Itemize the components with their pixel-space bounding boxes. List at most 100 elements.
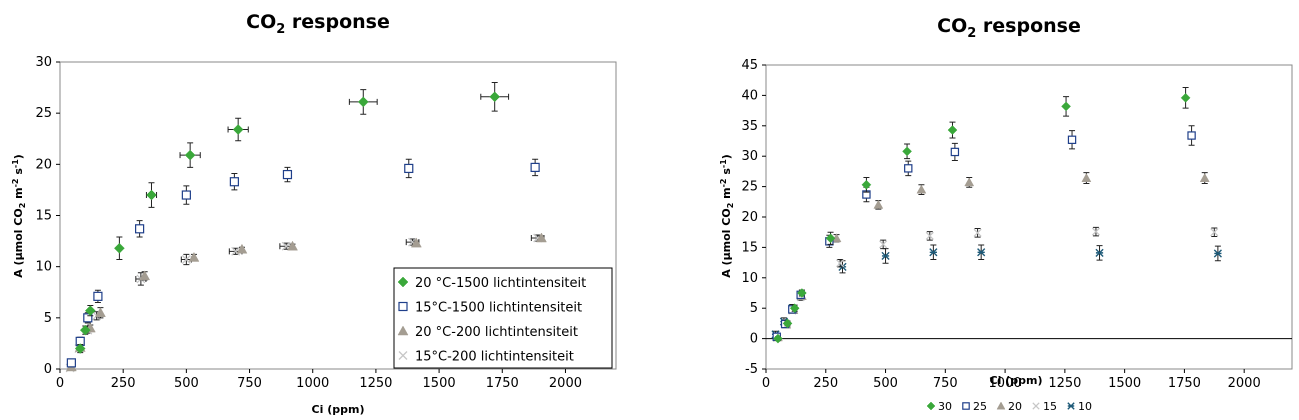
chart-left-x-tick-label: 250 [111, 376, 136, 391]
marker [489, 91, 501, 103]
chart-left-data-point [139, 270, 151, 281]
marker [357, 96, 369, 108]
legend-marker [1067, 402, 1075, 410]
legend-entry: 25 [962, 400, 987, 413]
marker [287, 240, 298, 251]
chart-left-data-point [66, 358, 76, 368]
chart-left-title: CO2 response [246, 11, 390, 37]
chart-left-data-point [480, 81, 510, 112]
marker [135, 224, 145, 234]
legend-label: 15°C-200 lichtintensiteit [415, 350, 574, 365]
chart-right-y-tick-label: 35 [741, 119, 758, 134]
chart-left-data-point [236, 243, 248, 254]
legend-marker [398, 351, 408, 360]
marker [881, 251, 890, 261]
chart-right-y-tick-label: 40 [741, 88, 758, 103]
legend-entry: 15 [1032, 400, 1057, 413]
chart-right-x-tick-label: 1000 [989, 376, 1022, 391]
chart-right-data-point [836, 259, 845, 268]
marker [916, 184, 927, 194]
chart-right-data-point [879, 239, 888, 250]
chart-left-data-point [228, 246, 243, 256]
marker [904, 164, 913, 173]
chart-right-series-0 [773, 86, 1191, 344]
marker [181, 190, 191, 200]
chart-right-y-tick-label: 25 [741, 180, 758, 195]
marker [947, 125, 958, 135]
marker [773, 333, 783, 344]
marker [232, 124, 244, 135]
chart-left-data-point [84, 305, 96, 317]
chart-left-data-point [410, 237, 422, 248]
legend-label: 20 °C-200 lichtintensiteit [415, 325, 578, 340]
chart-left-x-axis-label: Ci (ppm) [312, 403, 365, 416]
chart-right-data-point [929, 244, 938, 261]
legend-label: 20 °C-1500 lichtintensiteit [415, 276, 586, 291]
chart-right-x-tick-label: 2000 [1228, 376, 1261, 391]
marker [1067, 135, 1077, 144]
chart-left-data-point [536, 232, 547, 243]
marker [797, 288, 807, 298]
chart-left-y-axis-label: A (µmol CO2 m-2 s-1) [11, 154, 27, 278]
chart-left-series-1 [66, 158, 540, 368]
legend-marker [398, 301, 408, 312]
legend-marker [397, 325, 409, 336]
marker [184, 149, 196, 161]
marker [1081, 173, 1092, 182]
chart-right-data-point [1199, 172, 1210, 185]
marker [950, 147, 960, 157]
marker [825, 233, 836, 244]
chart-right-title: CO2 response [937, 15, 1081, 41]
chart-right-data-point [861, 176, 872, 193]
marker [231, 246, 241, 256]
chart-left-x-tick-label: 1750 [486, 376, 519, 391]
chart-left-data-point [114, 236, 125, 261]
chart-left-data-point [348, 89, 378, 115]
legend-entry: 30 [926, 400, 952, 413]
marker [973, 228, 982, 237]
chart-right-x-tick-label: 750 [933, 376, 958, 391]
marker [181, 255, 191, 264]
chart-left-y-tick-label: 25 [35, 106, 52, 121]
marker [404, 163, 414, 174]
legend-label: 15°C-1500 lichtintensiteit [415, 301, 582, 316]
chart-left-data-point [227, 117, 249, 142]
chart-left-data-point [95, 307, 106, 319]
legend-entry: 20 °C-1500 lichtintensiteit [397, 276, 586, 291]
marker [1180, 92, 1191, 103]
chart-right-data-point [1095, 245, 1104, 261]
chart-right-x-tick-label: 1250 [1048, 376, 1081, 391]
chart-left-data-point [135, 220, 145, 238]
chart-left: CO2 response 0 5 10 15 20 25 30 0 250 500 750 1000… [11, 11, 617, 416]
marker [84, 305, 96, 317]
marker [95, 307, 106, 317]
chart-right-y-tick-label: 30 [741, 149, 758, 164]
chart-right-data-point [902, 143, 912, 160]
chart-right-data-point [1081, 172, 1092, 185]
marker [861, 179, 872, 190]
chart-right-data-point [977, 244, 986, 261]
chart-right-data-point [950, 142, 960, 161]
chart-left-x-tick-label: 1250 [359, 376, 392, 391]
marker [836, 259, 845, 268]
legend-entry: 15°C-200 lichtintensiteit [398, 350, 574, 365]
chart-right-data-point [904, 160, 913, 177]
chart-right-y-tick-label: 45 [741, 58, 758, 73]
chart-left-data-point [93, 289, 103, 303]
legend-label: 30 [938, 400, 952, 413]
chart-right-data-point [1187, 125, 1196, 146]
chart-left-data-point [79, 324, 91, 336]
marker [530, 162, 540, 173]
marker [1187, 131, 1196, 140]
chart-right-data-point [789, 303, 800, 314]
chart-left-x-tick-label: 0 [56, 376, 64, 391]
legend-entry: 10 [1067, 400, 1092, 413]
chart-right-y-tick-label: 0 [750, 332, 758, 347]
chart-left-data-point [145, 182, 158, 208]
marker [879, 240, 888, 249]
chart-left-y-tick-label: 5 [44, 311, 52, 326]
chart-right-data-point [825, 231, 836, 245]
chart-right-series-2 [773, 172, 1210, 342]
chart-right-data-point [773, 333, 783, 344]
